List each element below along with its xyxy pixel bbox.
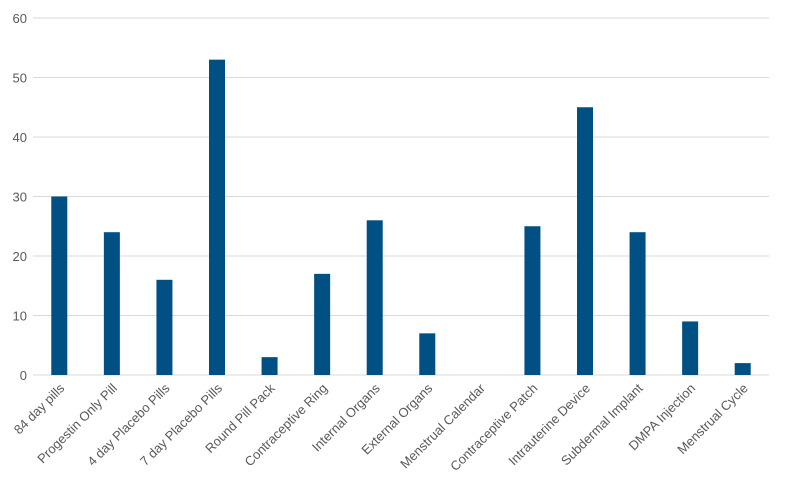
bars xyxy=(51,59,751,376)
bar xyxy=(734,363,751,375)
bar xyxy=(156,279,173,375)
y-axis-ticks: 0 10 20 30 40 50 60 xyxy=(13,11,27,383)
bar xyxy=(524,226,541,375)
x-tick-label: Contraceptive Patch xyxy=(447,381,540,474)
y-tick-label: 40 xyxy=(13,130,27,145)
bar xyxy=(366,220,383,375)
bar xyxy=(51,196,68,375)
y-tick-label: 20 xyxy=(13,249,27,264)
bar xyxy=(209,59,225,376)
bar xyxy=(314,273,331,375)
y-tick-label: 50 xyxy=(13,71,27,86)
bar xyxy=(577,107,593,375)
y-tick-label: 60 xyxy=(13,11,27,26)
bar xyxy=(261,357,278,375)
y-tick-label: 30 xyxy=(13,190,27,205)
y-tick-label: 0 xyxy=(20,368,27,383)
y-tick-label: 10 xyxy=(13,309,27,324)
x-tick-label: 84 day pills xyxy=(11,380,68,437)
bar xyxy=(103,232,120,375)
bar xyxy=(629,232,646,375)
bar xyxy=(419,333,436,375)
gridlines xyxy=(33,17,769,376)
bar xyxy=(682,321,699,375)
